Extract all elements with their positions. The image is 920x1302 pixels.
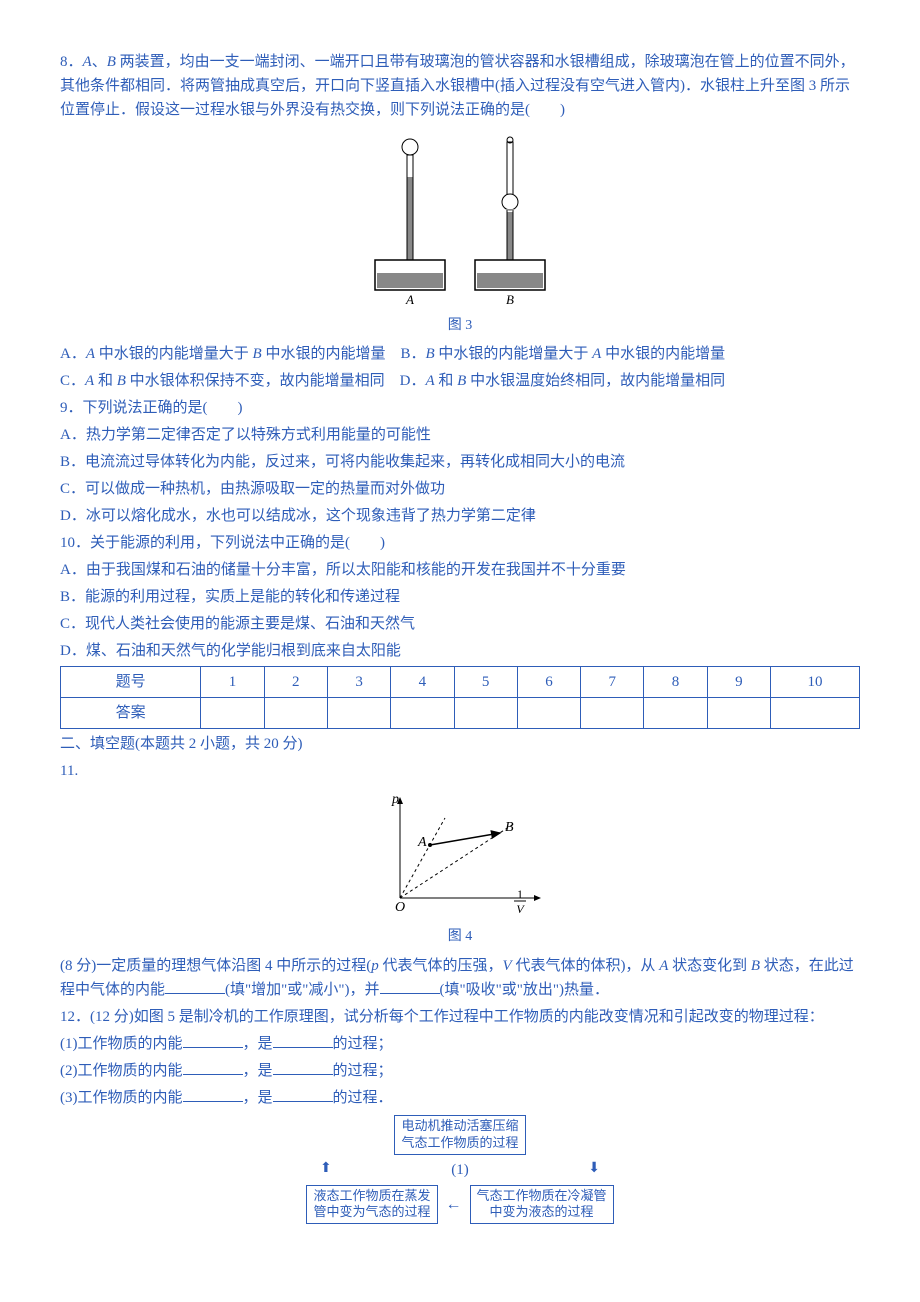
table-col-5: 5	[454, 667, 517, 698]
table-col-8: 8	[644, 667, 707, 698]
q10-opt-a: A．由于我国煤和石油的储量十分丰富，所以太阳能和核能的开发在我国并不十分重要	[60, 558, 860, 582]
section-2-heading: 二、填空题(本题共 2 小题，共 20 分)	[60, 732, 860, 756]
answer-cell[interactable]	[517, 698, 580, 729]
answer-cell[interactable]	[454, 698, 517, 729]
q9-opt-a: A．热力学第二定律否定了以特殊方式利用能量的可能性	[60, 423, 860, 447]
q12-blank-3b[interactable]	[273, 1087, 333, 1102]
q12-line2-c: 的过程；	[333, 1063, 393, 1079]
table-col-6: 6	[517, 667, 580, 698]
q12-blank-2a[interactable]	[183, 1060, 243, 1075]
q10-opt-c: C．现代人类社会使用的能源主要是煤、石油和天然气	[60, 612, 860, 636]
svg-text:O: O	[395, 900, 405, 915]
q10-opt-b: B．能源的利用过程，实质上是能的转化和传递过程	[60, 585, 860, 609]
q10-stem: 10．关于能源的利用，下列说法中正确的是( )	[60, 531, 860, 555]
answer-cell[interactable]	[201, 698, 264, 729]
svg-text:A: A	[405, 292, 414, 307]
q12-line2-a: (2)工作物质的内能	[60, 1063, 183, 1079]
figure-3: A B 图 3	[60, 127, 860, 337]
q9-stem: 9．下列说法正确的是( )	[60, 396, 860, 420]
cycle-box-3: 气态工作物质在冷凝管 中变为液态的过程	[470, 1185, 614, 1225]
svg-text:B: B	[506, 292, 514, 307]
table-col-2: 2	[264, 667, 327, 698]
q11-num: 11.	[60, 759, 860, 783]
arrow-down-icon: ⬇	[588, 1158, 600, 1182]
answer-cell[interactable]	[644, 698, 707, 729]
svg-text:V: V	[516, 902, 525, 916]
figure-4: p O 1 V A B 图 4	[60, 788, 860, 948]
q11-mid2: (填"吸收"或"放出")热量．	[440, 982, 609, 998]
cycle-box-2: 液态工作物质在蒸发 管中变为气态的过程	[306, 1185, 437, 1225]
table-header-label: 题号	[61, 667, 201, 698]
figure-4-caption: 图 4	[60, 926, 860, 948]
table-col-9: 9	[707, 667, 770, 698]
q11-mid1: (填"增加"或"减小")，并	[225, 982, 379, 998]
answer-cell[interactable]	[707, 698, 770, 729]
q9-opt-c: C．可以做成一种热机，由热源吸取一定的热量而对外做功	[60, 477, 860, 501]
q12-line3-b: ，是	[243, 1090, 273, 1106]
table-col-7: 7	[581, 667, 644, 698]
q12-blank-1b[interactable]	[273, 1033, 333, 1048]
svg-text:1: 1	[517, 887, 523, 901]
table-col-4: 4	[391, 667, 454, 698]
q12-line2-b: ，是	[243, 1063, 273, 1079]
table-col-10: 10	[771, 667, 860, 698]
q9-opt-b: B．电流流过导体转化为内能，反过来，可将内能收集起来，再转化成相同大小的电流	[60, 450, 860, 474]
q12-blank-3a[interactable]	[183, 1087, 243, 1102]
answer-cell[interactable]	[264, 698, 327, 729]
q9-opt-d: D．冰可以熔化成水，水也可以结成冰，这个现象违背了热力学第二定律	[60, 504, 860, 528]
answer-cell[interactable]	[391, 698, 454, 729]
table-col-1: 1	[201, 667, 264, 698]
arrow-up-icon: ⬆	[320, 1158, 332, 1182]
q12-line1-a: (1)工作物质的内能	[60, 1036, 183, 1052]
q12-stem: 12．(12 分)如图 5 是制冷机的工作原理图，试分析每个工作过程中工作物质的…	[60, 1005, 860, 1029]
step-1-label: (1)	[451, 1158, 469, 1182]
svg-text:p: p	[391, 792, 399, 807]
q12-blank-1a[interactable]	[183, 1033, 243, 1048]
q11-blank-2[interactable]	[380, 979, 440, 994]
q10-opt-d: D．煤、石油和天然气的化学能归根到底来自太阳能	[60, 639, 860, 663]
answer-table: 题号 1 2 3 4 5 6 7 8 9 10 答案	[60, 666, 860, 729]
q12-line3-c: 的过程．	[333, 1090, 393, 1106]
answer-cell[interactable]	[581, 698, 644, 729]
q11-blank-1[interactable]	[165, 979, 225, 994]
figure-3-caption: 图 3	[60, 315, 860, 337]
svg-text:B: B	[505, 820, 514, 835]
q12-line1-b: ，是	[243, 1036, 273, 1052]
cycle-box-1: 电动机推动活塞压缩 气态工作物质的过程	[394, 1115, 525, 1155]
svg-text:A: A	[417, 835, 427, 850]
q12-line1-c: 的过程；	[333, 1036, 393, 1052]
answer-cell[interactable]	[327, 698, 390, 729]
q12-blank-2b[interactable]	[273, 1060, 333, 1075]
answer-cell[interactable]	[771, 698, 860, 729]
cycle-diagram: 电动机推动活塞压缩 气态工作物质的过程 ⬆ (1) ⬇ 液态工作物质在蒸发 管中…	[60, 1115, 860, 1225]
arrow-left-icon: ←	[446, 1192, 462, 1218]
table-col-3: 3	[327, 667, 390, 698]
table-row-label: 答案	[61, 698, 201, 729]
q12-line3-a: (3)工作物质的内能	[60, 1090, 183, 1106]
